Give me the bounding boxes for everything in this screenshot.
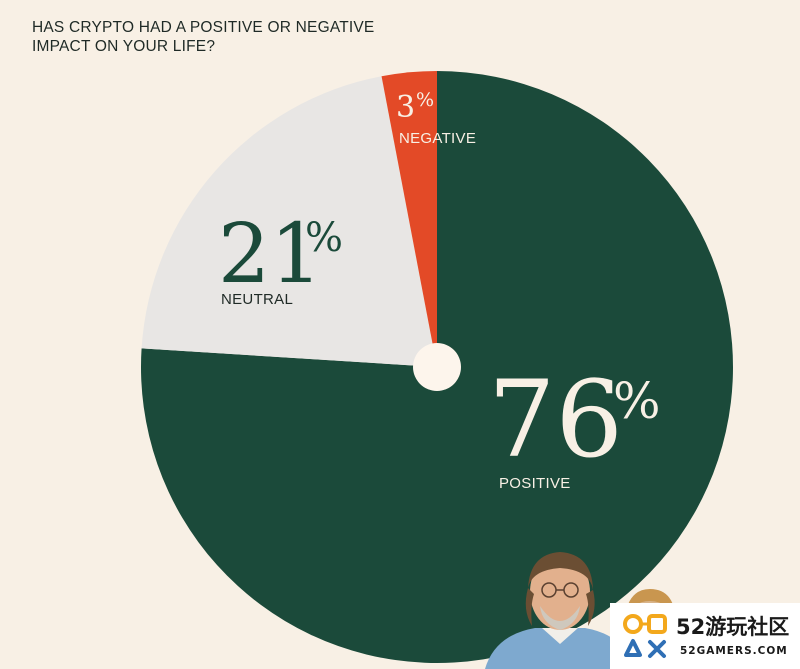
slice-label-negative: 3 % NEGATIVE <box>396 89 476 147</box>
positive-label: POSITIVE <box>499 475 571 492</box>
watermark-main-text: 52游玩社区 <box>676 615 790 639</box>
negative-percent-symbol: % <box>416 89 434 111</box>
pie-center-dot <box>413 343 461 391</box>
person-photo <box>480 540 640 669</box>
neutral-label: NEUTRAL <box>221 291 293 308</box>
watermark-sub-text: 52GAMERS.COM <box>680 645 788 657</box>
slice-label-neutral: 21 % NEUTRAL <box>218 207 343 308</box>
neutral-percent-symbol: % <box>305 215 343 261</box>
chart-title-line-2: IMPACT ON YOUR LIFE? <box>32 38 216 55</box>
positive-percent-symbol: % <box>613 372 661 430</box>
pie-slice-negative <box>381 71 437 367</box>
negative-value: 3 <box>396 90 415 125</box>
slice-label-positive: 76 % POSITIVE <box>488 358 661 492</box>
positive-value: 76 <box>488 358 623 481</box>
neutral-value: 21 <box>218 207 322 302</box>
chart-title-line-1: HAS CRYPTO HAD A POSITIVE OR NEGATIVE <box>32 19 375 36</box>
pie-slice-neutral <box>141 76 437 368</box>
watermark: 52游玩社区 52GAMERS.COM <box>610 603 800 669</box>
chart-title: HAS CRYPTO HAD A POSITIVE OR NEGATIVE IM… <box>32 18 392 56</box>
negative-label: NEGATIVE <box>399 130 476 147</box>
watermark-logo-icon <box>623 614 667 658</box>
